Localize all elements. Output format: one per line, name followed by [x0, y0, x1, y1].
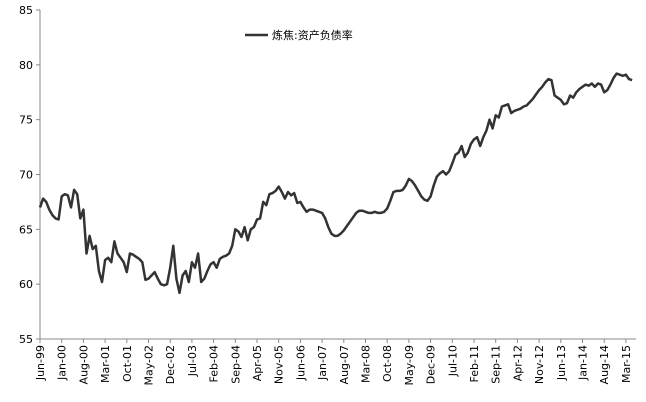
- x-tick-label: Jun-13: [555, 345, 568, 381]
- x-tick-label: Apr-12: [511, 345, 524, 381]
- y-tick-label: 75: [19, 114, 33, 127]
- x-tick-label: Feb-04: [208, 345, 221, 382]
- x-tick-label: Oct-08: [381, 345, 394, 382]
- y-tick-label: 60: [19, 278, 33, 291]
- x-tick-label: Jul-03: [186, 345, 199, 377]
- x-tick-label: Nov-12: [533, 345, 546, 384]
- x-tick-label: Sep-04: [229, 345, 242, 384]
- x-tick-label: Sep-11: [490, 345, 503, 384]
- x-tick-label: Apr-05: [251, 345, 264, 381]
- x-tick-label: Aug-07: [338, 345, 351, 384]
- x-tick-label: Nov-05: [273, 345, 286, 384]
- x-tick-label: Mar-15: [620, 345, 633, 383]
- x-tick-label: Jan-14: [577, 345, 590, 381]
- data-line: [38, 72, 633, 295]
- y-tick-label: 85: [19, 4, 33, 17]
- x-tick-label: May-09: [403, 345, 416, 386]
- x-tick-label: Jun-06: [294, 345, 307, 381]
- y-tick-label: 80: [19, 59, 33, 72]
- x-tick-label: Jul-10: [446, 345, 459, 377]
- y-tick-label: 55: [19, 333, 33, 346]
- x-tick-label: Feb-11: [468, 345, 481, 382]
- x-tick-label: Oct-01: [121, 345, 134, 382]
- x-tick-label: Jun-99: [34, 345, 47, 381]
- x-tick-label: May-02: [143, 345, 156, 386]
- x-tick-label: Dec-02: [164, 345, 177, 384]
- x-tick-label: Jan-07: [316, 345, 329, 381]
- x-tick-label: Dec-09: [425, 345, 438, 384]
- x-tick-label: Aug-00: [77, 345, 90, 384]
- x-tick-label: Jan-00: [56, 345, 69, 381]
- x-tick-label: Aug-14: [598, 345, 611, 384]
- y-tick-label: 70: [19, 169, 33, 182]
- x-tick-label: Mar-08: [360, 345, 373, 383]
- x-tick-label: Mar-01: [99, 345, 112, 383]
- y-tick-label: 65: [19, 223, 33, 236]
- legend-label: 炼焦:资产负债率: [272, 28, 353, 42]
